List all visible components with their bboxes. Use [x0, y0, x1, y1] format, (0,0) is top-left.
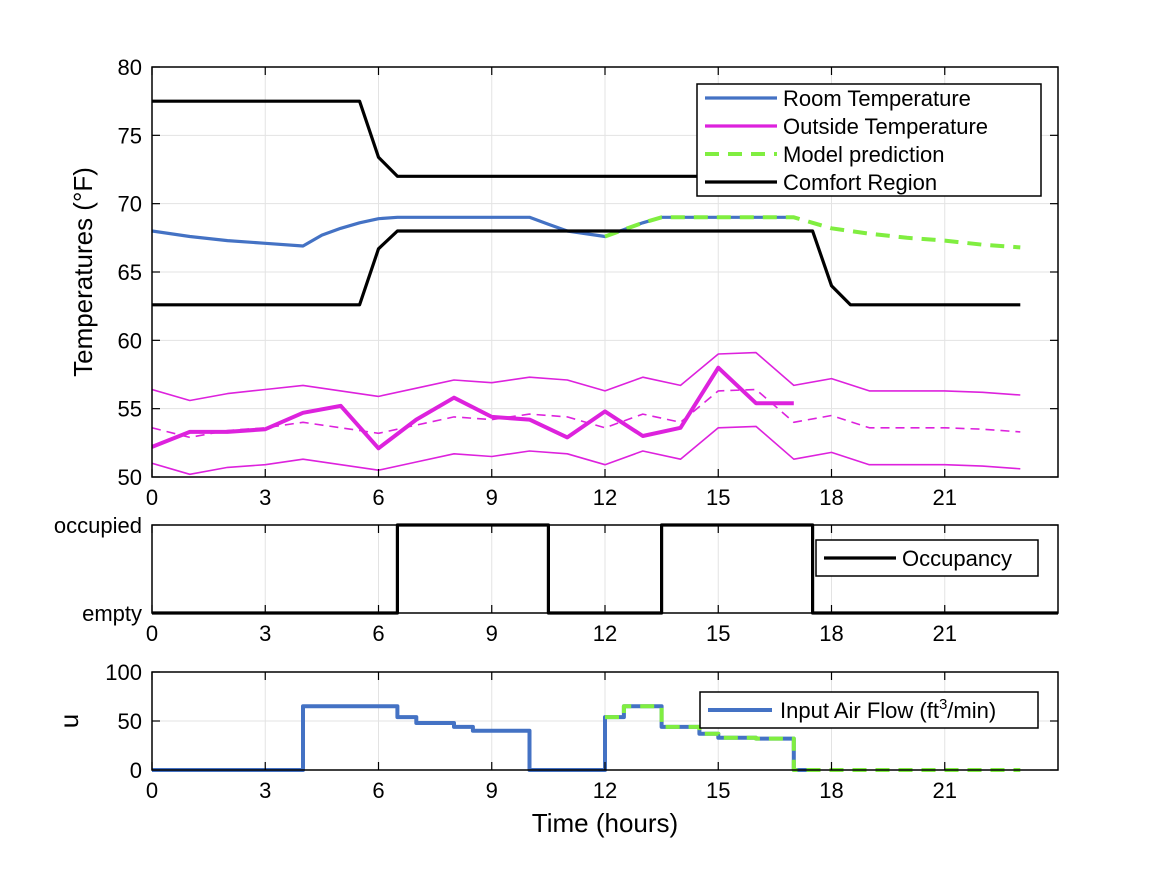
x-tick-label: 9 [486, 778, 498, 803]
x-tick-label: 3 [259, 621, 271, 646]
x-tick-label: 3 [259, 778, 271, 803]
y-tick-label: 55 [118, 397, 142, 422]
y-tick-label: 70 [118, 192, 142, 217]
x-tick-label: 21 [933, 621, 957, 646]
x-tick-label: 0 [146, 778, 158, 803]
x-tick-label: 12 [593, 778, 617, 803]
legend-label: Room Temperature [783, 86, 971, 111]
y-tick-label: 50 [118, 709, 142, 734]
y-tick-label: 60 [118, 328, 142, 353]
y-tick-label: occupied [54, 513, 142, 538]
x-tick-label: 15 [706, 621, 730, 646]
y-tick-label: 80 [118, 55, 142, 80]
y-axis-label: u [54, 714, 84, 728]
x-tick-label: 3 [259, 485, 271, 510]
series-line-room-temperature [152, 215, 794, 248]
series-line-comfort-region-lower [152, 229, 1021, 307]
x-tick-label: 12 [593, 621, 617, 646]
legend: Input Air Flow (ft3/min) [699, 691, 1039, 729]
x-tick-label: 21 [933, 485, 957, 510]
y-tick-label: 75 [118, 123, 142, 148]
x-tick-label: 12 [593, 485, 617, 510]
legend-label: Comfort Region [783, 170, 937, 195]
x-tick-label: 0 [146, 485, 158, 510]
y-axis-label: Temperatures (°F) [68, 167, 98, 377]
y-tick-label: 50 [118, 465, 142, 490]
series-line-outside-temperature-upper-bound [152, 351, 1021, 402]
x-tick-label: 6 [372, 485, 384, 510]
x-tick-label: 21 [933, 778, 957, 803]
series-group [152, 704, 1021, 772]
legend-label: Model prediction [783, 142, 944, 167]
x-axis-label: Time (hours) [532, 808, 678, 838]
legend: Occupancy [815, 539, 1039, 577]
series-line-model-prediction [605, 704, 1021, 772]
legend-box [696, 83, 1042, 197]
airflow-panel: 0 3 6 9 12 15 18 21 0 50 100 u Time (hours) Input Air… [54, 660, 1059, 838]
x-tick-label: 9 [486, 621, 498, 646]
y-tick-label: 100 [105, 660, 142, 685]
temperature-panel: 0 3 6 9 12 15 18 21 50 55 60 65 70 75 80 Temperatures (… [68, 55, 1059, 510]
series-line-model-prediction [604, 215, 1021, 250]
x-tick-label: 9 [486, 485, 498, 510]
series-line-outside-temperature-lower-bound [152, 425, 1021, 476]
x-tick-label: 15 [706, 778, 730, 803]
legend: Room Temperature Outside Temperature Model… [696, 83, 1042, 197]
x-tick-label: 18 [819, 621, 843, 646]
x-tick-label: 0 [146, 621, 158, 646]
y-tick-label: empty [82, 601, 142, 626]
legend-label: Occupancy [902, 546, 1012, 571]
y-tick-label: 0 [130, 758, 142, 783]
x-tick-label: 18 [819, 778, 843, 803]
occupancy-panel: 0 3 6 9 12 15 18 21 empty occupied Occupancy [54, 513, 1059, 646]
legend-label: Input Air Flow (ft3/min) [780, 696, 996, 723]
legend-label: Outside Temperature [783, 114, 988, 139]
y-tick-label: 65 [118, 260, 142, 285]
x-tick-label: 6 [372, 778, 384, 803]
x-tick-label: 15 [706, 485, 730, 510]
x-tick-label: 18 [819, 485, 843, 510]
x-tick-label: 6 [372, 621, 384, 646]
series-line-outside-temperature-forecast [152, 388, 1021, 439]
legend-box [699, 691, 1039, 729]
